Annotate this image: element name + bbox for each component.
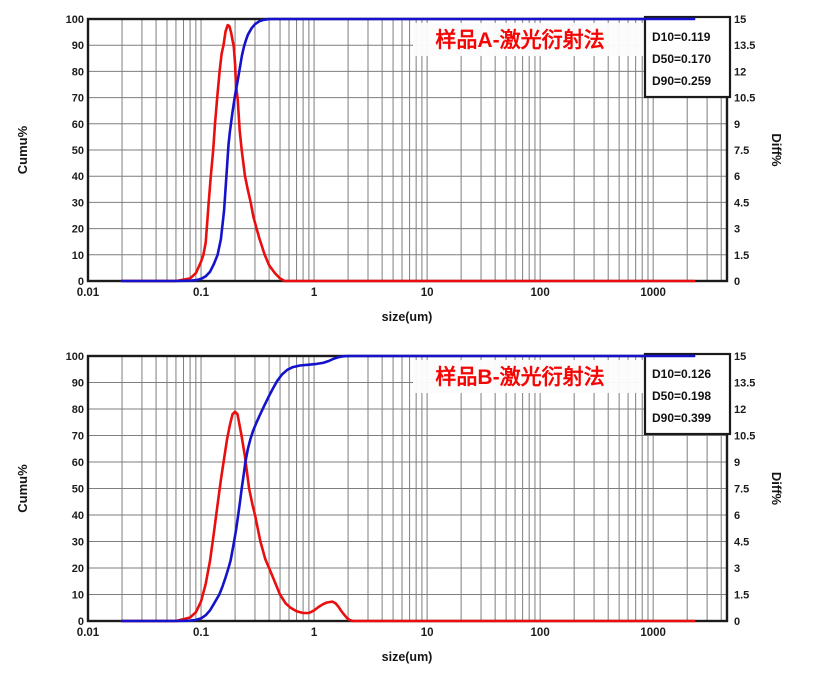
x-tick-label: 0.1 [193,287,210,299]
right-tick-label: 10.5 [734,431,755,443]
right-axis-label: Diff% [769,133,784,167]
right-axis-label: Diff% [769,472,784,506]
right-tick-label: 0 [734,616,740,628]
right-tick-label: 13.5 [734,40,755,52]
left-tick-label: 50 [72,145,84,157]
right-tick-label: 15 [734,14,746,26]
chart-title: 样品B-激光衍射法 [435,365,604,389]
right-tick-label: 9 [734,119,740,131]
left-tick-label: 70 [72,431,84,443]
grid [88,19,727,281]
x-tick-label: 100 [531,627,550,639]
legend-frame [643,352,732,436]
legend-item: D50=0.170 [652,52,711,66]
x-tick-label: 10 [421,287,434,299]
right-tick-label: 1.5 [734,590,749,602]
left-tick-label: 20 [72,563,84,575]
right-tick-label: 15 [734,351,746,363]
x-tick-label: 100 [531,287,550,299]
left-tick-label: 40 [72,171,84,183]
left-tick-label: 10 [72,590,84,602]
x-tick-label: 10 [421,627,434,639]
left-tick-label: 30 [72,537,84,549]
right-tick-label: 7.5 [734,484,749,496]
chart-title: 样品A-激光衍射法 [435,28,604,52]
left-tick-label: 60 [72,457,84,469]
right-tick-label: 6 [734,171,740,183]
right-tick-label: 12 [734,404,746,416]
left-tick-label: 20 [72,224,84,236]
x-tick-label: 1000 [640,627,666,639]
right-tick-label: 1.5 [734,250,749,262]
legend-item: D90=0.259 [652,74,711,88]
title-backdrop [413,23,656,56]
x-tick-label: 1 [311,627,318,639]
right-tick-label: 4.5 [734,537,749,549]
left-tick-label: 0 [78,276,84,288]
legend-item: D10=0.126 [652,367,711,381]
x-tick-label: 0.1 [193,627,210,639]
legend-frame [643,15,732,99]
left-tick-label: 50 [72,484,84,496]
legend-item: D10=0.119 [652,30,711,44]
right-tick-label: 12 [734,66,746,78]
left-tick-label: 80 [72,404,84,416]
x-tick-label: 1000 [640,287,666,299]
right-tick-label: 3 [734,563,740,575]
right-tick-label: 9 [734,457,740,469]
left-tick-label: 70 [72,93,84,105]
right-tick-label: 13.5 [734,378,755,390]
legend-item: D50=0.198 [652,389,711,403]
right-tick-label: 7.5 [734,145,749,157]
right-tick-label: 4.5 [734,197,749,209]
left-tick-label: 80 [72,66,84,78]
chart-sample-a: D10=0.119 D50=0.170 D90=0.259 样品A-激光衍射法 0.01… [15,14,784,324]
left-tick-label: 40 [72,510,84,522]
x-axis-label: size(um) [382,310,433,324]
x-axis-label: size(um) [382,650,433,664]
x-tick-label: 1 [311,287,318,299]
left-tick-label: 90 [72,40,84,52]
left-tick-label: 100 [66,14,84,26]
right-tick-label: 6 [734,510,740,522]
legend-box: D10=0.119 D50=0.170 D90=0.259 [643,15,732,99]
left-tick-label: 60 [72,119,84,131]
legend-box: D10=0.126 D50=0.198 D90=0.399 [643,352,732,436]
left-tick-label: 90 [72,378,84,390]
left-tick-label: 30 [72,197,84,209]
legend-item: D90=0.399 [652,411,711,425]
cumulative-curve [120,354,696,623]
right-tick-label: 3 [734,224,740,236]
differential-curve [120,410,696,623]
right-tick-label: 0 [734,276,740,288]
x-tick-label: 0.01 [77,287,100,299]
left-tick-label: 100 [66,351,84,363]
title-backdrop [413,360,656,393]
right-tick-label: 10.5 [734,93,755,105]
cumulative-curve [120,17,696,283]
chart-sample-b: D10=0.126 D50=0.198 D90=0.399 样品B-激光衍射法 0.01… [15,351,784,664]
left-axis-label: Cumu% [15,464,30,513]
left-tick-label: 10 [72,250,84,262]
grid [88,356,727,621]
left-axis-label: Cumu% [15,125,30,174]
left-tick-label: 0 [78,616,84,628]
x-tick-label: 0.01 [77,627,100,639]
